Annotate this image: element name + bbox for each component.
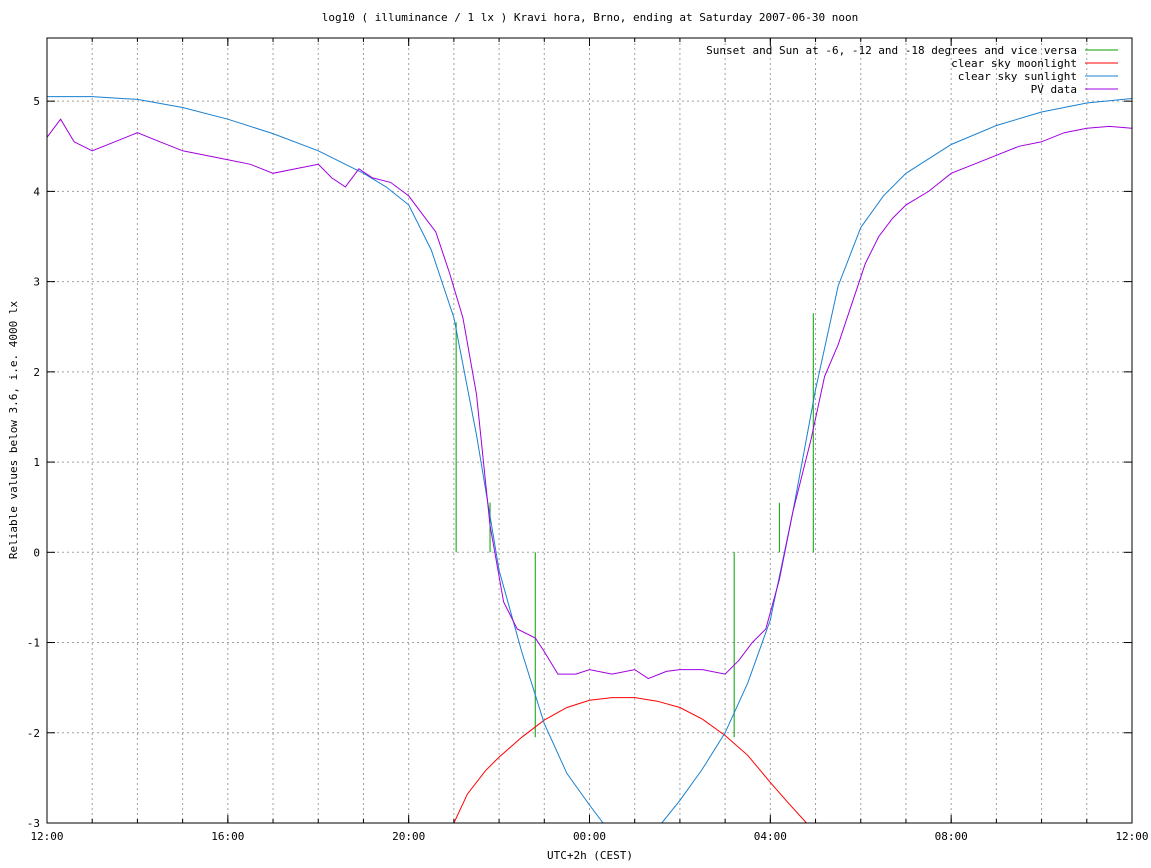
x-tick-label: 20:00 xyxy=(392,830,425,843)
y-tick-label: 1 xyxy=(33,456,40,469)
series-line xyxy=(47,118,1132,680)
y-tick-label: -3 xyxy=(27,817,40,830)
x-tick-label: 00:00 xyxy=(573,830,606,843)
series-0 xyxy=(455,313,814,738)
axes: -3 -2 -1 0 1 2 3 4 5 12:00 16:00 20:00 00:00 04:00 08:… xyxy=(27,38,1149,843)
x-axis-label: UTC+2h (CEST) xyxy=(547,849,633,862)
x-tick-label: 16:00 xyxy=(211,830,244,843)
y-tick-label: 0 xyxy=(33,546,40,559)
grid xyxy=(47,38,1132,823)
series-3 xyxy=(47,118,1132,680)
y-tick-label: 2 xyxy=(33,366,40,379)
legend-label: PV data xyxy=(1031,83,1077,96)
chart-title: log10 ( illuminance / 1 lx ) Kravi hora,… xyxy=(322,11,858,24)
x-tick-label: 04:00 xyxy=(754,830,787,843)
y-axis-label: Reliable values below 3.6, i.e. 4000 lx xyxy=(7,300,20,559)
y-tick-label: -2 xyxy=(27,727,40,740)
y-tick-label: -1 xyxy=(27,637,40,650)
legend: Sunset and Sun at -6, -12 and -18 degree… xyxy=(706,44,1118,96)
y-tick-label: 3 xyxy=(33,276,40,289)
series-line xyxy=(47,96,1132,823)
legend-label: clear sky sunlight xyxy=(958,70,1077,83)
series-1 xyxy=(453,697,807,823)
series-layer xyxy=(47,96,1132,823)
y-tick-label: 5 xyxy=(33,95,40,108)
y-tick-label: 4 xyxy=(33,185,40,198)
legend-label: Sunset and Sun at -6, -12 and -18 degree… xyxy=(706,44,1077,57)
x-tick-label: 12:00 xyxy=(30,830,63,843)
legend-label: clear sky moonlight xyxy=(951,57,1077,70)
series-line xyxy=(453,697,807,823)
x-tick-label: 08:00 xyxy=(935,830,968,843)
x-tick-label: 12:00 xyxy=(1115,830,1148,843)
series-2 xyxy=(47,96,1132,823)
